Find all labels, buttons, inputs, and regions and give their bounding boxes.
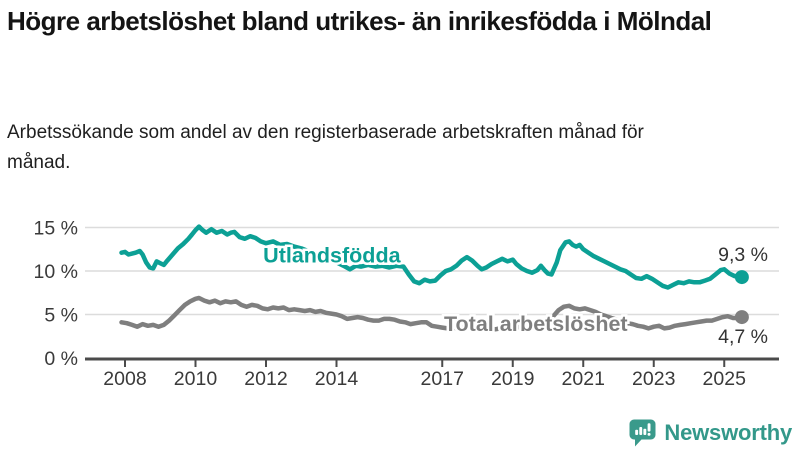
end-dot-total (734, 310, 749, 325)
x-tick-label: 2021 (562, 368, 605, 390)
newsworthy-logo: Newsworthy (628, 418, 792, 447)
x-tick-label: 2008 (103, 368, 146, 390)
series-label-utlandsfodda: Utlandsfödda (263, 243, 401, 267)
bar-3 (643, 428, 647, 435)
exclamation-dot (648, 432, 651, 436)
newsworthy-logo-text: Newsworthy (664, 419, 792, 445)
end-dot-utlandsfodda (734, 270, 749, 285)
x-tick-label: 2014 (315, 368, 359, 390)
x-tick-label: 2023 (632, 368, 675, 390)
series-line-total (119, 295, 745, 332)
x-tick-label: 2019 (491, 368, 534, 390)
chart-title: Högre arbetslöshet bland utrikes- än inr… (7, 6, 712, 36)
end-value-label-total: 4,7 % (718, 326, 768, 348)
series-label-total: Total arbetslöshet (444, 312, 628, 336)
y-tick-label: 0 % (44, 348, 78, 370)
y-tick-label: 15 % (34, 218, 78, 240)
exclamation-stem (648, 423, 651, 432)
chart-subtitle: Arbetssökande som andel av den registerb… (7, 122, 644, 173)
x-tick-label: 2025 (703, 368, 747, 390)
end-value-label-utlandsfodda: 9,3 % (718, 244, 768, 266)
bar-2 (639, 427, 643, 435)
newsworthy-logo-icon (629, 419, 656, 447)
x-tick-label: 2012 (244, 368, 287, 390)
y-tick-label: 5 % (44, 305, 78, 327)
x-tick-label: 2010 (174, 368, 218, 390)
bar-1 (635, 429, 639, 435)
x-tick-label: 2017 (421, 368, 464, 390)
speech-bubble-shape (629, 419, 656, 447)
y-tick-label: 10 % (34, 261, 78, 283)
series-line-utlandsfodda (119, 224, 745, 290)
